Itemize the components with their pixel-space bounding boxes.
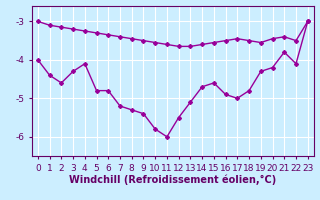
X-axis label: Windchill (Refroidissement éolien,°C): Windchill (Refroidissement éolien,°C) — [69, 174, 276, 185]
